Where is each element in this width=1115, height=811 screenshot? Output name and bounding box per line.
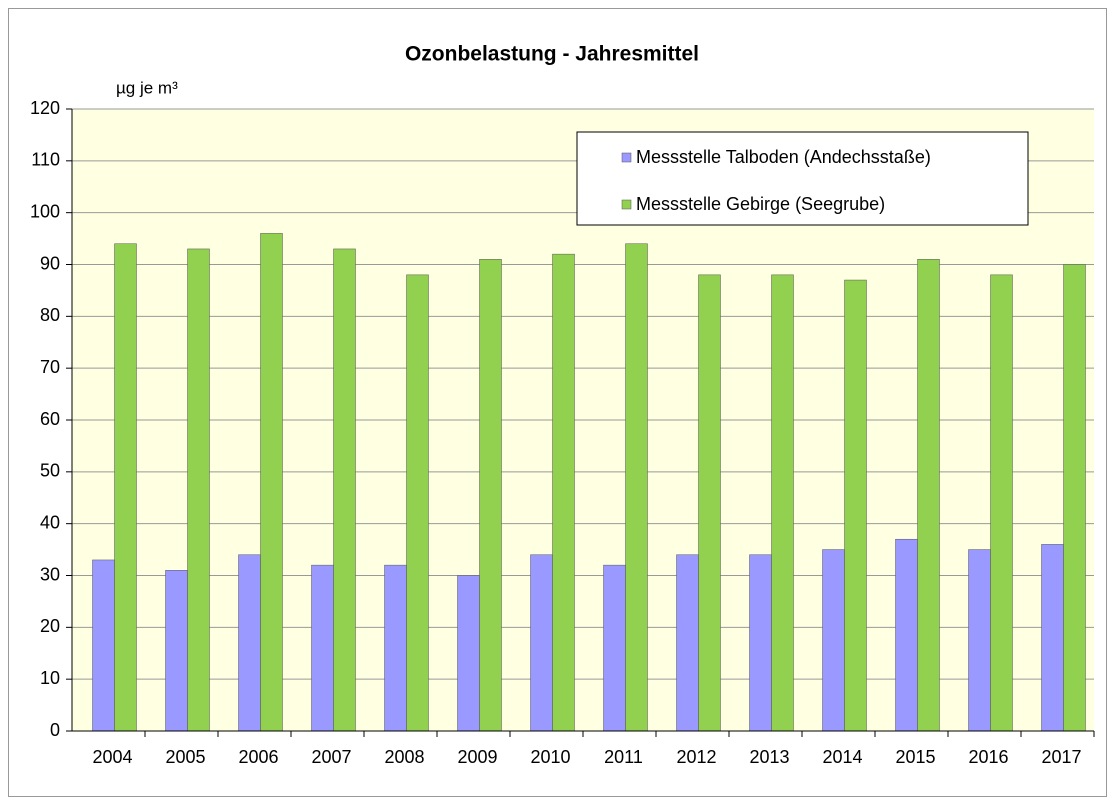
legend-label: Messstelle Talboden (Andechsstaße) [636, 147, 931, 167]
x-tick-label: 2006 [238, 747, 278, 767]
y-tick-label: 110 [31, 150, 60, 170]
x-tick-label: 2010 [530, 747, 570, 767]
bar [625, 243, 648, 732]
bar [165, 570, 188, 732]
bar [822, 549, 845, 732]
y-tick-label: 40 [40, 512, 60, 532]
x-tick-label: 2007 [311, 747, 351, 767]
x-tick-label: 2008 [384, 747, 424, 767]
bar [1041, 544, 1064, 732]
y-axis-label: µg je m³ [116, 78, 178, 97]
chart-title: Ozonbelastung - Jahresmittel [405, 43, 699, 66]
bar [92, 559, 115, 732]
y-tick-label: 60 [40, 409, 60, 429]
x-tick-label: 2017 [1041, 747, 1081, 767]
x-tick-label: 2011 [604, 747, 643, 767]
y-tick-label: 80 [40, 305, 60, 325]
x-tick-label: 2009 [457, 747, 497, 767]
y-tick-label: 100 [30, 201, 60, 221]
bar [238, 554, 261, 732]
bar [479, 259, 502, 732]
bar [771, 274, 794, 732]
x-tick-label: 2005 [165, 747, 205, 767]
bar [968, 549, 991, 732]
y-tick-label: 30 [40, 564, 60, 584]
bar [530, 554, 553, 732]
bar [917, 259, 940, 732]
bar [406, 274, 429, 732]
bar [844, 279, 867, 732]
bar [676, 554, 699, 732]
bar [552, 253, 575, 732]
bar [603, 564, 626, 732]
x-tick-label: 2013 [749, 747, 789, 767]
legend-swatch [621, 199, 632, 210]
bar [187, 248, 210, 732]
y-tick-label: 90 [40, 253, 60, 273]
y-tick-label: 50 [40, 461, 60, 481]
bar [895, 538, 918, 732]
x-tick-label: 2015 [895, 747, 935, 767]
y-tick-label: 0 [50, 720, 60, 740]
x-tick-label: 2014 [822, 747, 862, 767]
x-tick-label: 2012 [676, 747, 716, 767]
bar [333, 248, 356, 732]
bar [457, 575, 480, 732]
y-tick-label: 20 [40, 616, 60, 636]
bar [1063, 264, 1086, 732]
bar [260, 233, 283, 732]
legend-label: Messstelle Gebirge (Seegrube) [636, 194, 885, 214]
y-tick-label: 70 [40, 357, 60, 377]
bar [384, 564, 407, 732]
bar [698, 274, 721, 732]
legend-box [576, 131, 1029, 226]
bar [749, 554, 772, 732]
bar [311, 564, 334, 732]
legend-swatch [621, 152, 632, 163]
y-tick-label: 120 [30, 98, 60, 118]
x-tick-label: 2004 [92, 747, 132, 767]
y-tick-label: 10 [40, 668, 60, 688]
bar [114, 243, 137, 732]
x-tick-label: 2016 [968, 747, 1008, 767]
bar [990, 274, 1013, 732]
